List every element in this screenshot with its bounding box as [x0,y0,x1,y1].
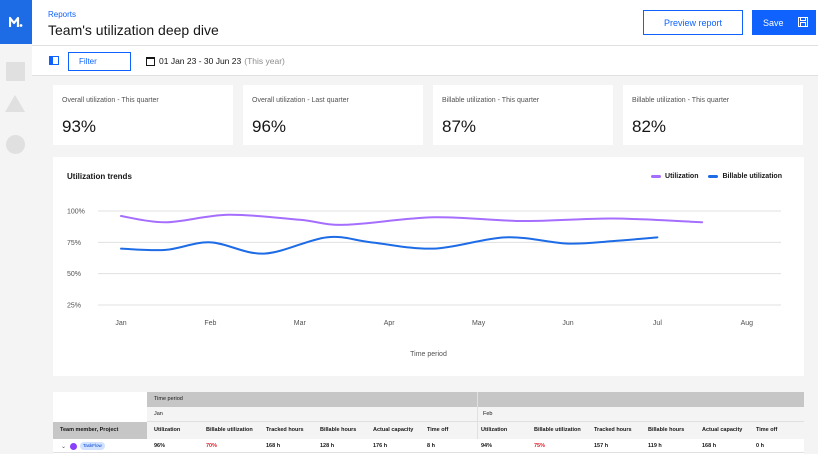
kpi-card: Overall utilization - Last quarter 96% [243,85,423,145]
utilization-series-line[interactable] [120,213,704,226]
column-header[interactable]: Actual capacity [373,427,414,433]
triangle-nav-icon[interactable] [5,95,25,112]
member-name: TaskFlow [80,442,105,450]
kpi-card: Billable utilization - This quarter 87% [433,85,613,145]
table-cell: 168 h [266,443,281,449]
column-header[interactable]: Time off [756,427,778,433]
table-cell: 96% [154,443,166,449]
legend-swatch [651,175,662,178]
table-cell: 94% [481,443,493,449]
legend-swatch [708,175,719,178]
x-tick-label: Jun [562,320,573,327]
column-header[interactable]: Billable hours [648,427,685,433]
month-header-jan: Jan [154,411,163,417]
left-rail [0,0,32,454]
x-tick-label: Mar [294,320,307,327]
column-header[interactable]: Time off [427,427,449,433]
date-range-selector[interactable]: 01 Jan 23 - 30 Jun 23 (This year) [146,56,285,66]
chart-legend: Utilization Billable utilization [641,173,782,180]
table-cell: 8 h [427,443,435,449]
x-axis-title: Time period [410,351,447,358]
page-title: Team's utilization deep dive [48,22,219,38]
table-cell: 128 h [320,443,335,449]
legend-item-billable[interactable]: Billable utilization [708,173,782,180]
table-cell: 75% [534,443,546,449]
kpi-value: 87% [442,117,477,136]
kpi-label: Billable utilization - This quarter [632,97,730,104]
square-nav-icon[interactable] [6,62,25,81]
utilization-trends-chart: 100% 75% 50% 25% Jan Feb Mar Apr May Jun Jul Aug [67,209,781,327]
table-row[interactable]: ⌄ TaskFlow 96% 70% 168 h 128 h 176 h 8 h… [53,439,804,453]
breadcrumb[interactable]: Reports [48,10,77,19]
column-header[interactable]: Tracked hours [266,427,304,433]
side-panel-icon[interactable] [49,56,59,65]
kpi-card: Overall utilization - This quarter 93% [53,85,233,145]
x-tick-label: Apr [384,320,396,327]
utilization-trends-card: 100% 75% 50% 25% Jan Feb Mar Apr May Jun Jul Aug Ut… [53,157,804,376]
billable-utilization-series-line[interactable] [120,235,659,255]
chevron-down-icon[interactable]: ⌄ [61,443,67,450]
x-tick-label: Jul [653,320,662,327]
table-cell: 176 h [373,443,388,449]
y-tick-label: 100% [67,209,85,216]
y-tick-label: 50% [67,271,81,278]
legend-label: Billable utilization [722,173,782,180]
kpi-value: 82% [632,117,667,136]
kpi-value: 93% [62,117,97,136]
calendar-icon [146,56,155,66]
month-header-feb: Feb [483,411,493,417]
table-cell: 168 h [702,443,717,449]
legend-item-utilization[interactable]: Utilization [651,173,698,180]
period-divider [477,392,478,439]
kpi-label: Overall utilization - This quarter [62,97,159,104]
legend-label: Utilization [665,173,699,180]
kpi-card: Billable utilization - This quarter 82% [623,85,803,145]
column-header[interactable]: Actual capacity [702,427,743,433]
save-icon [798,17,808,27]
table-cell: 157 h [594,443,609,449]
column-header-member[interactable]: Team member, Project [53,422,147,439]
column-header[interactable]: Utilization [481,427,508,433]
kpi-value: 96% [252,117,287,136]
table-cell: 0 h [756,443,764,449]
x-tick-label: Aug [741,320,754,327]
app-logo-icon[interactable] [0,0,32,44]
column-header[interactable]: Billable utilization [534,427,581,433]
column-header-row: Team member, Project Utilization Billabl… [53,422,804,439]
month-header-row: Jan Feb [147,407,804,422]
x-tick-label: May [472,320,486,327]
x-tick-label: Jan [115,320,126,327]
kpi-label: Billable utilization - This quarter [442,97,540,104]
table-cell: 70% [206,443,218,449]
save-button-label: Save [763,17,784,28]
column-header[interactable]: Billable hours [320,427,357,433]
filter-toolbar: Filter 01 Jan 23 - 30 Jun 23 (This year) [32,46,818,76]
utilization-table: Time period Jan Feb Team member, Project… [53,392,804,454]
table-cell: 119 h [648,443,662,449]
date-range-qualifier: (This year) [244,56,285,66]
x-tick-label: Feb [204,320,216,327]
filter-button[interactable]: Filter [68,52,131,71]
time-period-header: Time period [147,392,804,407]
save-button[interactable]: Save [752,10,816,35]
circle-nav-icon[interactable] [6,135,25,154]
member-cell: ⌄ TaskFlow [61,442,105,450]
preview-report-button[interactable]: Preview report [643,10,743,35]
y-tick-label: 25% [67,303,81,310]
avatar [70,442,78,450]
date-range-text: 01 Jan 23 - 30 Jun 23 [159,56,242,66]
column-header[interactable]: Tracked hours [594,427,632,433]
y-tick-label: 75% [67,240,81,247]
column-header[interactable]: Billable utilization [206,427,253,433]
kpi-label: Overall utilization - Last quarter [252,97,349,104]
page-header: Reports Team's utilization deep dive Pre… [32,0,818,46]
column-header[interactable]: Utilization [154,427,181,433]
chart-title: Utilization trends [67,172,132,181]
